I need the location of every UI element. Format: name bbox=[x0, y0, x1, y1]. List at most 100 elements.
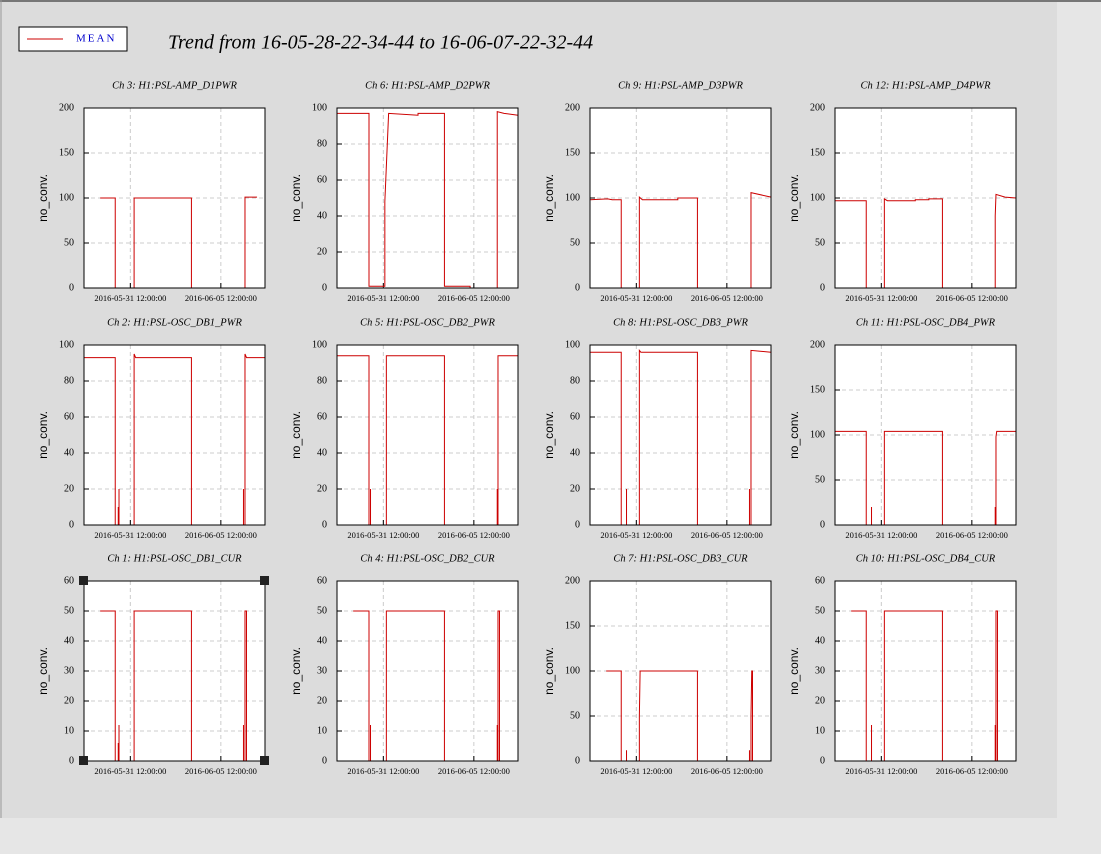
y-tick-label: 0 bbox=[820, 282, 825, 293]
y-tick-label: 20 bbox=[64, 483, 74, 494]
y-tick-label: 100 bbox=[59, 339, 74, 350]
chart: Ch 10: H1:PSL-OSC_DB4_CUR no_conv. 0 10 20 30… bbox=[787, 553, 1017, 776]
y-tick-label: 0 bbox=[69, 519, 74, 530]
y-tick-label: 200 bbox=[59, 102, 74, 113]
y-tick-label: 0 bbox=[69, 755, 74, 766]
x-tick-label: 2016-06-05 12:00:00 bbox=[691, 293, 763, 303]
y-tick-label: 50 bbox=[64, 605, 74, 616]
y-tick-label: 50 bbox=[815, 237, 825, 248]
y-tick-label: 40 bbox=[64, 447, 74, 458]
plot-frame bbox=[834, 344, 1017, 526]
chart: Ch 6: H1:PSL-AMP_D2PWR no_conv. 0 20 40 60 80 1… bbox=[289, 80, 519, 303]
y-tick-label: 40 bbox=[317, 635, 327, 646]
chart-title: Ch 12: H1:PSL-AMP_D4PWR bbox=[860, 80, 991, 91]
y-tick-label: 60 bbox=[815, 575, 825, 586]
y-tick-label: 40 bbox=[570, 447, 580, 458]
chart-title: Ch 8: H1:PSL-OSC_DB3_PWR bbox=[613, 317, 748, 328]
y-tick-label: 0 bbox=[69, 282, 74, 293]
chart: Ch 11: H1:PSL-OSC_DB4_PWR no_conv. 0 50 100 1… bbox=[787, 317, 1017, 540]
y-tick-label: 50 bbox=[570, 237, 580, 248]
x-tick-label: 2016-05-31 12:00:00 bbox=[94, 766, 166, 776]
plot-frame bbox=[336, 344, 519, 526]
selection-handles bbox=[79, 576, 269, 765]
chart-title: Ch 5: H1:PSL-OSC_DB2_PWR bbox=[360, 317, 495, 328]
chart: Ch 12: H1:PSL-AMP_D4PWR no_conv. 0 50 100 150… bbox=[787, 80, 1017, 303]
chart: Ch 8: H1:PSL-OSC_DB3_PWR no_conv. 0 20 40 60 8… bbox=[542, 317, 772, 540]
plot-frame bbox=[589, 344, 772, 526]
handle bbox=[260, 756, 269, 765]
y-tick-label: 10 bbox=[815, 725, 825, 736]
chart-title: Ch 7: H1:PSL-OSC_DB3_CUR bbox=[613, 553, 748, 564]
chart-title: Ch 10: H1:PSL-OSC_DB4_CUR bbox=[856, 553, 996, 564]
chart: Ch 3: H1:PSL-AMP_D1PWR no_conv. 0 50 100 150 2… bbox=[36, 80, 266, 303]
x-tick-label: 2016-06-05 12:00:00 bbox=[185, 530, 257, 540]
y-tick-label: 100 bbox=[565, 339, 580, 350]
x-tick-label: 2016-06-05 12:00:00 bbox=[438, 293, 510, 303]
y-tick-label: 200 bbox=[810, 339, 825, 350]
chart: Ch 7: H1:PSL-OSC_DB3_CUR no_conv. 0 50 100 15… bbox=[542, 553, 772, 776]
plot-frame bbox=[336, 107, 519, 289]
plot-area bbox=[835, 581, 1016, 761]
y-tick-label: 20 bbox=[317, 695, 327, 706]
y-tick-label: 10 bbox=[317, 725, 327, 736]
x-tick-label: 2016-06-05 12:00:00 bbox=[438, 530, 510, 540]
y-axis-label: no_conv. bbox=[542, 647, 556, 695]
chart: Ch 2: H1:PSL-OSC_DB1_PWR no_conv. 0 20 40 60 8… bbox=[36, 317, 266, 540]
y-tick-label: 40 bbox=[317, 447, 327, 458]
plot-frame bbox=[589, 107, 772, 289]
y-tick-label: 0 bbox=[575, 519, 580, 530]
chart-title: Ch 1: H1:PSL-OSC_DB1_CUR bbox=[107, 553, 242, 564]
y-tick-label: 100 bbox=[810, 192, 825, 203]
y-axis-label: no_conv. bbox=[542, 174, 556, 222]
x-tick-label: 2016-06-05 12:00:00 bbox=[438, 766, 510, 776]
y-tick-label: 60 bbox=[317, 411, 327, 422]
x-tick-label: 2016-05-31 12:00:00 bbox=[347, 530, 419, 540]
x-tick-label: 2016-05-31 12:00:00 bbox=[600, 766, 672, 776]
y-axis-label: no_conv. bbox=[36, 174, 50, 222]
plot-frame bbox=[83, 107, 266, 289]
y-tick-label: 200 bbox=[565, 575, 580, 586]
plot-area bbox=[84, 581, 265, 761]
y-axis-label: no_conv. bbox=[787, 647, 801, 695]
y-tick-label: 60 bbox=[64, 411, 74, 422]
handle bbox=[260, 576, 269, 585]
y-tick-label: 80 bbox=[317, 138, 327, 149]
y-tick-label: 80 bbox=[64, 375, 74, 386]
chart: Ch 1: H1:PSL-OSC_DB1_CUR no_conv. 0 10 20 30 4… bbox=[36, 553, 266, 776]
y-tick-label: 150 bbox=[565, 147, 580, 158]
plot-area bbox=[835, 108, 1016, 288]
chart: Ch 5: H1:PSL-OSC_DB2_PWR no_conv. 0 20 40 60 8… bbox=[289, 317, 519, 540]
y-tick-label: 0 bbox=[575, 755, 580, 766]
y-tick-label: 40 bbox=[317, 210, 327, 221]
y-tick-label: 30 bbox=[64, 665, 74, 676]
y-tick-label: 150 bbox=[810, 384, 825, 395]
y-tick-label: 0 bbox=[322, 282, 327, 293]
x-tick-label: 2016-06-05 12:00:00 bbox=[936, 766, 1008, 776]
plot-frame bbox=[83, 580, 266, 762]
x-tick-label: 2016-06-05 12:00:00 bbox=[691, 766, 763, 776]
y-tick-label: 20 bbox=[317, 483, 327, 494]
y-tick-label: 150 bbox=[59, 147, 74, 158]
x-tick-label: 2016-06-05 12:00:00 bbox=[185, 293, 257, 303]
y-axis-label: no_conv. bbox=[787, 174, 801, 222]
x-tick-label: 2016-05-31 12:00:00 bbox=[845, 293, 917, 303]
y-tick-label: 100 bbox=[810, 429, 825, 440]
plot-area bbox=[84, 345, 265, 525]
y-tick-label: 30 bbox=[317, 665, 327, 676]
x-tick-label: 2016-05-31 12:00:00 bbox=[845, 530, 917, 540]
y-tick-label: 0 bbox=[322, 755, 327, 766]
y-tick-label: 80 bbox=[570, 375, 580, 386]
y-tick-label: 20 bbox=[317, 246, 327, 257]
y-tick-label: 60 bbox=[317, 174, 327, 185]
y-tick-label: 60 bbox=[570, 411, 580, 422]
y-axis-label: no_conv. bbox=[542, 411, 556, 459]
handle bbox=[79, 576, 88, 585]
y-axis-label: no_conv. bbox=[36, 411, 50, 459]
chart: Ch 4: H1:PSL-OSC_DB2_CUR no_conv. 0 10 20 30 4… bbox=[289, 553, 519, 776]
legend-label: MEAN bbox=[76, 33, 116, 45]
plot-frame bbox=[834, 107, 1017, 289]
y-tick-label: 150 bbox=[565, 620, 580, 631]
y-axis-label: no_conv. bbox=[289, 411, 303, 459]
plot-frame bbox=[834, 580, 1017, 762]
